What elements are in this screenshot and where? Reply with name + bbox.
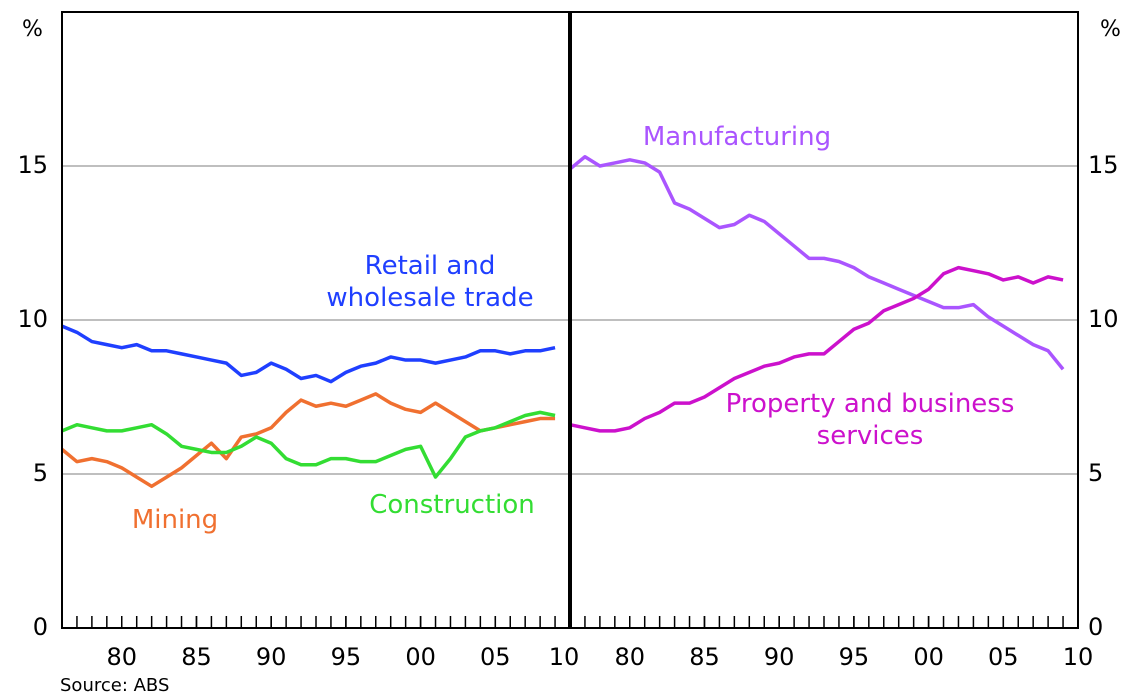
x-tick-label: 00 <box>913 643 944 671</box>
x-tick-label: 10 <box>1063 643 1094 671</box>
x-tick-label: 90 <box>256 643 287 671</box>
x-tick-label: 95 <box>331 643 362 671</box>
series-label: Retail and wholesale trade <box>326 251 534 313</box>
y-tick-label: 10 <box>17 305 48 333</box>
series-line <box>568 155 1065 371</box>
x-tick-label: 85 <box>689 643 720 671</box>
x-tick-label: 05 <box>480 643 511 671</box>
series-label: Mining <box>131 505 219 535</box>
x-tick-label: 80 <box>106 643 137 671</box>
y-axis-label: % <box>1100 17 1121 42</box>
series-label: Construction <box>369 490 535 520</box>
series-line <box>61 410 556 479</box>
source: Source: ABS <box>60 675 169 696</box>
y-tick-label: 15 <box>1088 151 1119 179</box>
x-tick-label: 95 <box>839 643 870 671</box>
x-tick-label: 00 <box>405 643 436 671</box>
y-tick-label: 5 <box>33 459 48 487</box>
x-tick-label: 85 <box>181 643 212 671</box>
y-tick-label: 10 <box>1088 305 1119 333</box>
y-tick-label: 5 <box>1088 459 1103 487</box>
x-tick-label: 10 <box>549 643 580 671</box>
x-tick-label: 80 <box>614 643 645 671</box>
x-tick-label: 05 <box>988 643 1019 671</box>
series-line <box>60 392 556 489</box>
series-label: Property and business services <box>725 389 1015 451</box>
x-tick-label: 90 <box>764 643 795 671</box>
y-tick-label: 0 <box>1088 613 1103 641</box>
y-tick-label: 0 <box>33 613 48 641</box>
y-axis-label: % <box>22 17 43 42</box>
y-tick-label: 15 <box>17 151 48 179</box>
series-label: Manufacturing <box>642 122 832 152</box>
series-line <box>569 265 1064 433</box>
series-line <box>61 324 556 384</box>
